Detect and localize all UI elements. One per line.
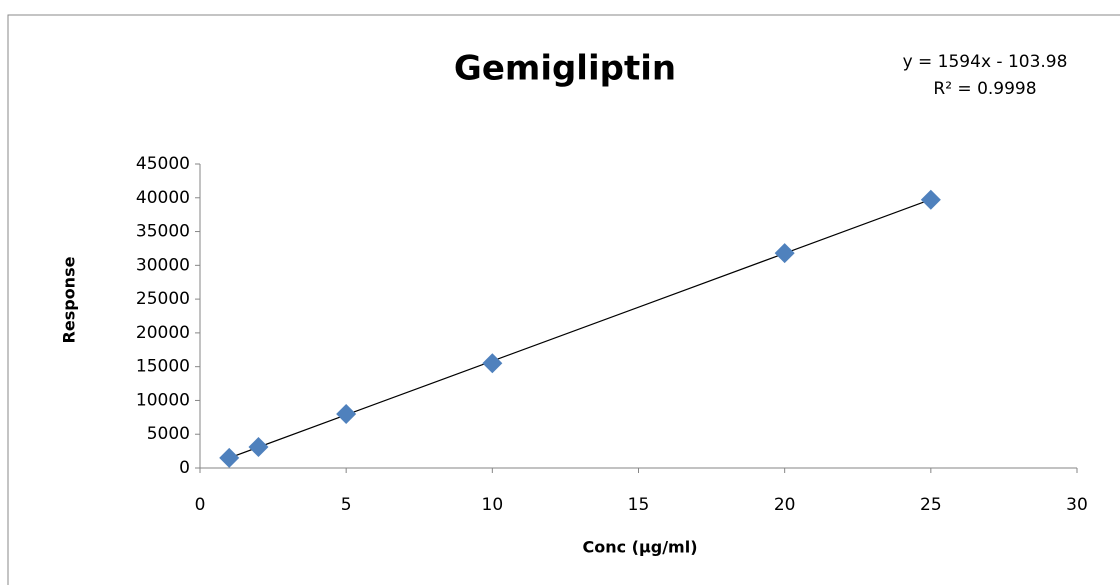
data-point: [920, 189, 941, 210]
x-tick-label: 30: [1066, 495, 1088, 515]
x-tick-label: 15: [628, 495, 650, 515]
y-axis-label: Response: [60, 256, 79, 343]
y-tick-label: 45000: [136, 154, 190, 174]
x-tick-label: 5: [341, 495, 352, 515]
y-tick-label: 5000: [147, 424, 190, 444]
y-tick-label: 30000: [136, 255, 190, 275]
chart-border: [7, 14, 1120, 585]
y-tick-label: 0: [179, 458, 190, 478]
data-point: [219, 447, 240, 468]
y-tick-label: 15000: [136, 357, 190, 377]
x-tick-label: 0: [195, 495, 206, 515]
x-tick-label: 20: [774, 495, 796, 515]
trendline-equation: y = 1594x - 103.98: [903, 52, 1068, 72]
x-tick-label: 25: [920, 495, 942, 515]
y-tick-label: 35000: [136, 222, 190, 242]
y-tick-label: 20000: [136, 323, 190, 343]
trendline-r2: R² = 0.9998: [933, 79, 1036, 99]
chart-title: Gemigliptin: [454, 49, 676, 89]
x-tick-label: 10: [482, 495, 504, 515]
data-point: [336, 403, 357, 424]
x-axis-label: Conc (µg/ml): [582, 538, 697, 557]
data-point: [248, 437, 269, 458]
data-point: [774, 243, 795, 264]
y-tick-label: 40000: [136, 188, 190, 208]
y-tick-label: 25000: [136, 289, 190, 309]
data-point: [482, 353, 503, 374]
y-tick-label: 10000: [136, 390, 190, 410]
